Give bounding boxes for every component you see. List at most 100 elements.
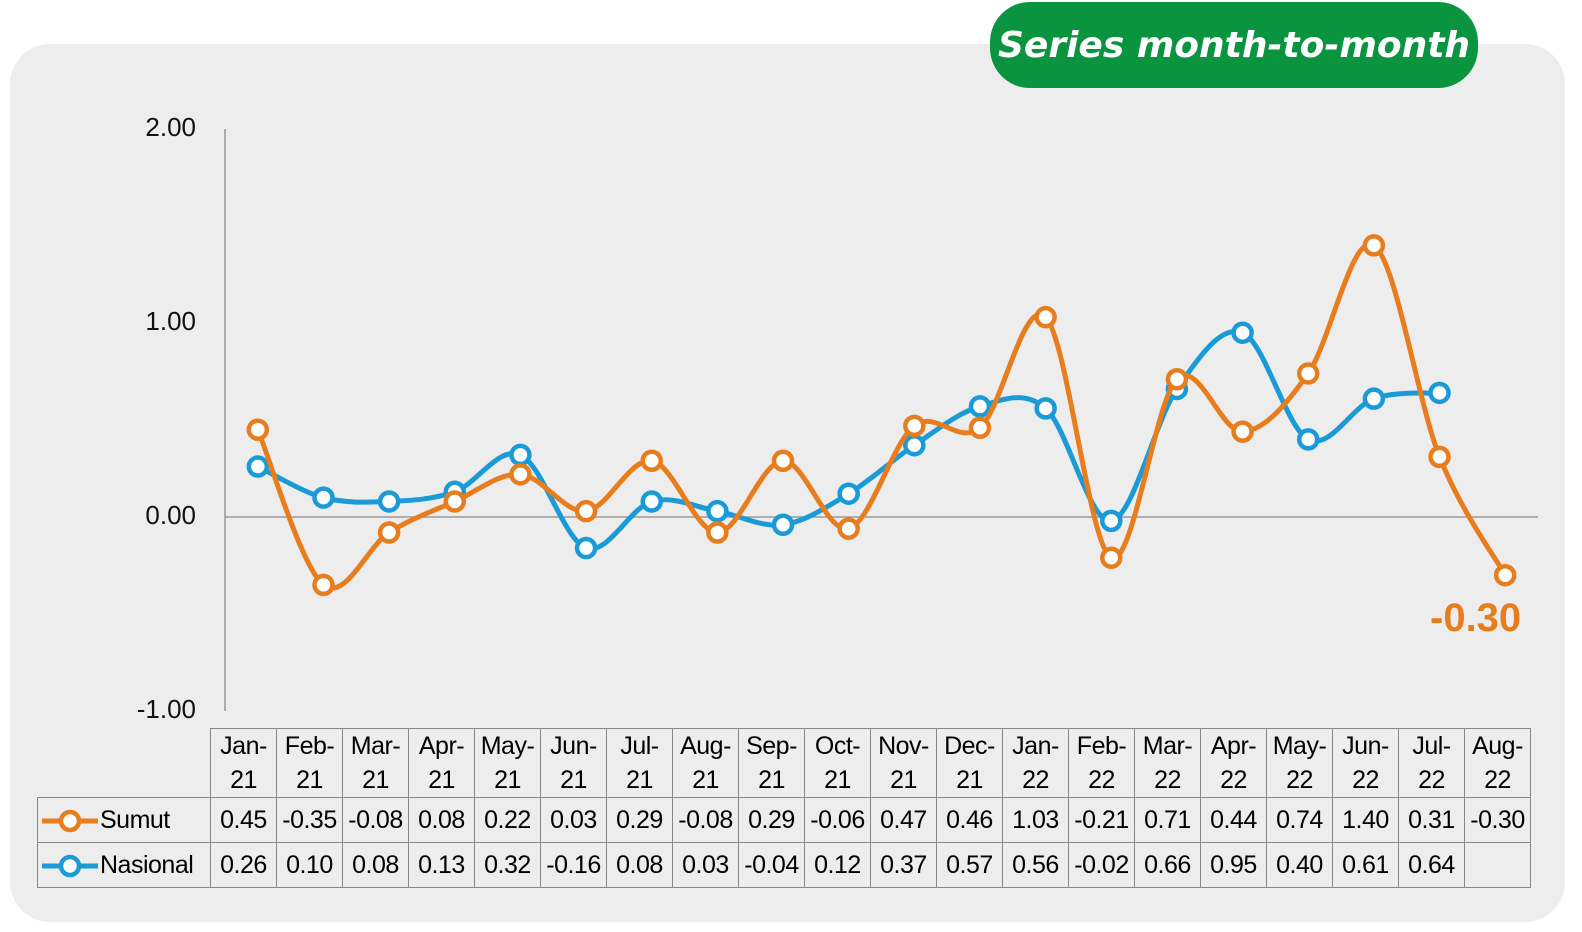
point [377, 521, 401, 544]
point [1231, 420, 1254, 443]
table-value: 0.10 [276, 842, 343, 888]
point [1296, 362, 1320, 385]
table-value: -0.16 [540, 842, 607, 888]
point [377, 490, 401, 513]
table-value: 0.29 [738, 797, 805, 843]
legend-label: Sumut [100, 806, 170, 834]
legend-entry: Sumut [37, 797, 211, 843]
point [1165, 368, 1189, 391]
point [706, 499, 729, 523]
point [1100, 509, 1123, 533]
point [509, 463, 532, 486]
legend-label: Nasional [100, 851, 194, 879]
point [1034, 305, 1057, 329]
y-tick-label: 0.00 [145, 500, 196, 530]
table-value: 1.40 [1332, 797, 1399, 843]
table-value: 0.08 [408, 797, 475, 843]
corner [38, 729, 211, 798]
table-value: 0.08 [606, 842, 673, 888]
table-value: 0.22 [474, 797, 541, 843]
point [1231, 321, 1254, 344]
point [1034, 397, 1057, 420]
point [903, 414, 926, 438]
point [706, 521, 729, 544]
table-value [1464, 842, 1531, 888]
x-tick-label: Feb-21 [276, 728, 343, 798]
x-tick-label: Jan-22 [1002, 728, 1069, 798]
table-value: 0.03 [672, 842, 739, 888]
x-tick-label: May-21 [474, 728, 541, 798]
point [574, 536, 598, 560]
legend-entry: Nasional [37, 842, 211, 888]
table-value: 0.31 [1398, 797, 1465, 843]
x-tick-label: Mar-21 [342, 728, 409, 798]
legend-marker [58, 810, 82, 833]
point [1100, 546, 1123, 569]
header-row: Jan-21 Feb-21 Mar-21 Apr-21 May-21 Jun-21 Jul-… [38, 728, 1531, 798]
x-tick-label: Jan-21 [210, 728, 277, 798]
point [837, 517, 860, 540]
point [837, 482, 860, 505]
point [1296, 428, 1320, 451]
table-value: 0.46 [936, 797, 1003, 843]
x-tick-label: Jun-22 [1332, 728, 1399, 798]
point [903, 433, 926, 457]
table-value: 0.03 [540, 797, 607, 843]
table-value: 0.26 [210, 842, 277, 888]
annotation: -0.30 [1430, 596, 1521, 640]
table-value: -0.06 [804, 797, 871, 843]
x-tick-label: Oct-21 [804, 728, 871, 798]
series-row: Sumut 0.45 -0.35 -0.08 0.08 0.22 0.03 0.29 -0.08… [37, 797, 1531, 843]
point [640, 449, 663, 472]
chart-title: Series month-to-month [990, 2, 1478, 88]
table-value: 0.32 [474, 842, 541, 888]
x-tick-label: Aug-21 [672, 728, 739, 798]
table-value: 0.64 [1398, 842, 1465, 888]
point [246, 418, 270, 441]
x-tick-label: Apr-22 [1200, 728, 1267, 798]
table-value: 0.56 [1002, 842, 1069, 888]
series-line [255, 241, 1508, 591]
point [1493, 563, 1517, 587]
table-value: 0.08 [342, 842, 409, 888]
point [443, 490, 467, 513]
series-row: Nasional 0.26 0.10 0.08 0.13 0.32 -0.16 0.08 0.0… [37, 842, 1531, 888]
x-tick-label: Apr-21 [408, 728, 475, 798]
x-tick-label: Aug-22 [1464, 728, 1531, 798]
table-value: 1.03 [1002, 797, 1069, 843]
table-value: 0.71 [1134, 797, 1201, 843]
table-value: 0.45 [210, 797, 277, 843]
table-value: -0.08 [672, 797, 739, 843]
legend-icon [42, 810, 98, 833]
table-value: 0.44 [1200, 797, 1267, 843]
table-value: -0.35 [276, 797, 343, 843]
point [771, 513, 795, 537]
table-value: 0.47 [870, 797, 937, 843]
point [1428, 381, 1451, 405]
data-table: Jan-21 Feb-21 Mar-21 Apr-21 May-21 Jun-21 Jul-… [37, 728, 1531, 888]
table-value: -0.02 [1068, 842, 1135, 888]
y-tick-label: -1.00 [137, 694, 196, 724]
legend-icon [42, 855, 98, 878]
point [640, 490, 663, 513]
point [574, 499, 598, 523]
x-tick-label: May-22 [1266, 728, 1333, 798]
point [1362, 387, 1386, 410]
table-value: 0.12 [804, 842, 871, 888]
point [246, 455, 270, 478]
table-value: 0.13 [408, 842, 475, 888]
table-value: 0.66 [1134, 842, 1201, 888]
table-value: -0.08 [342, 797, 409, 843]
table-value: 0.57 [936, 842, 1003, 888]
legend-marker [58, 855, 82, 878]
table-value: 0.95 [1200, 842, 1267, 888]
x-tick-label: Jul-22 [1398, 728, 1465, 798]
x-tick-label: Sep-21 [738, 728, 805, 798]
table-value: -0.21 [1068, 797, 1135, 843]
x-tick-label: Mar-22 [1134, 728, 1201, 798]
point [1362, 234, 1386, 257]
table-value: 0.29 [606, 797, 673, 843]
table-value: -0.30 [1464, 797, 1531, 843]
